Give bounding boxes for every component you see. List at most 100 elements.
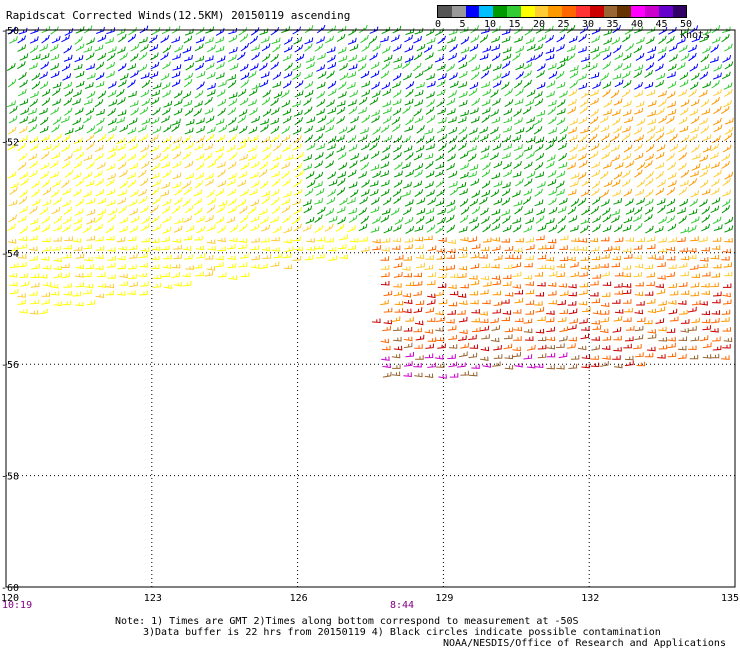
- wind-barb-icon: [152, 196, 161, 205]
- wind-barb-icon: [690, 190, 699, 198]
- wind-barb-icon: [568, 363, 578, 369]
- wind-barb-icon: [504, 354, 514, 360]
- wind-barb-icon: [316, 125, 325, 133]
- wind-barb-icon: [108, 99, 118, 107]
- wind-barb-icon: [394, 300, 404, 306]
- wind-barb-icon: [612, 299, 621, 304]
- wind-barb-icon: [107, 117, 117, 126]
- wind-speed-legend: 0 5 10 15 20 25 30 35 40 45 50 knots: [435, 5, 710, 41]
- wind-barb-icon: [6, 223, 16, 232]
- wind-barb-icon: [448, 181, 458, 188]
- wind-barb-icon: [139, 252, 148, 259]
- wind-barb-icon: [173, 108, 183, 116]
- wind-barb-icon: [437, 343, 446, 349]
- wind-barb-icon: [701, 271, 711, 277]
- wind-barb-icon: [492, 80, 502, 88]
- wind-barb-icon: [159, 153, 169, 162]
- wind-barb-icon: [522, 196, 532, 205]
- wind-barb-icon: [647, 329, 657, 334]
- wind-barb-icon: [17, 254, 27, 259]
- wind-barb-icon: [29, 136, 39, 144]
- wind-barb-icon: [569, 225, 579, 232]
- wind-barb-icon: [556, 170, 566, 179]
- wind-barb-icon: [325, 160, 334, 169]
- wind-barb-icon: [217, 237, 226, 243]
- wind-barb-icon: [590, 280, 599, 286]
- wind-barb-icon: [150, 134, 159, 143]
- wind-barb-icon: [546, 326, 555, 333]
- wind-barb-icon: [436, 248, 446, 253]
- wind-barb-icon: [470, 223, 480, 232]
- wind-barb-icon: [658, 336, 668, 342]
- wind-barb-icon: [470, 25, 479, 34]
- wind-barb-icon: [536, 208, 546, 216]
- wind-barb-icon: [151, 162, 160, 171]
- wind-barb-icon: [185, 265, 194, 270]
- wind-barb-icon: [622, 283, 632, 288]
- wind-barb-icon: [435, 162, 445, 170]
- wind-barb-icon: [141, 216, 151, 225]
- wind-barb-icon: [173, 254, 182, 260]
- wind-barb-icon: [679, 179, 689, 187]
- wind-barb-icon: [447, 36, 456, 44]
- wind-barb-icon: [547, 106, 557, 116]
- wind-barb-icon: [668, 44, 678, 52]
- wind-barb-icon: [513, 326, 523, 332]
- wind-barb-icon: [678, 336, 688, 342]
- wind-barb-icon: [118, 79, 127, 88]
- wind-barb-icon: [633, 45, 643, 54]
- wind-barb-icon: [491, 208, 501, 216]
- wind-barb-icon: [711, 272, 721, 278]
- wind-barb-icon: [29, 160, 38, 169]
- wind-barb-icon: [515, 127, 525, 135]
- wind-barb-icon: [579, 282, 589, 288]
- wind-barb-icon: [446, 63, 455, 72]
- wind-barb-icon: [83, 98, 93, 105]
- wind-barb-icon: [95, 293, 105, 298]
- wind-barb-icon: [194, 180, 204, 189]
- wind-barb-icon: [523, 354, 533, 360]
- wind-barb-icon: [647, 110, 657, 117]
- wind-barb-icon: [346, 82, 356, 90]
- wind-barb-icon: [405, 316, 414, 322]
- wind-barb-icon: [700, 257, 709, 262]
- wind-barb-icon: [62, 199, 71, 207]
- wind-barb-icon: [161, 82, 171, 90]
- wind-barb-icon: [470, 299, 479, 305]
- wind-barb-icon: [512, 217, 522, 224]
- wind-barb-icon: [261, 224, 271, 232]
- wind-barb-icon: [369, 52, 378, 61]
- wind-barb-icon: [635, 352, 644, 358]
- wind-barb-icon: [30, 143, 39, 151]
- wind-barb-icon: [470, 35, 480, 43]
- wind-barb-icon: [360, 246, 370, 252]
- wind-barb-icon: [40, 53, 50, 61]
- wind-barb-icon: [368, 35, 378, 45]
- wind-barb-icon: [537, 281, 546, 287]
- wind-barb-icon: [162, 170, 172, 179]
- wind-barb-icon: [97, 133, 107, 142]
- latitude-label: -52: [1, 137, 19, 148]
- wind-barb-icon: [117, 97, 126, 106]
- wind-barb-icon: [513, 200, 523, 207]
- wind-barb-icon: [712, 298, 721, 304]
- wind-barb-icon: [459, 300, 468, 306]
- wind-barb-icon: [207, 83, 216, 90]
- wind-barb-icon: [458, 142, 467, 151]
- wind-barb-icon: [448, 301, 458, 307]
- wind-barb-icon: [196, 126, 205, 134]
- wind-barb-icon: [546, 344, 556, 350]
- wind-barb-icon: [370, 197, 380, 205]
- wind-barb-icon: [117, 63, 127, 72]
- wind-barb-icon: [680, 134, 690, 143]
- wind-barb-icon: [218, 200, 228, 207]
- wind-barb-icon: [424, 52, 434, 61]
- wind-barb-icon: [359, 236, 368, 242]
- wind-barb-icon: [195, 55, 205, 63]
- wind-barb-icon: [634, 90, 644, 98]
- wind-barb-icon: [501, 152, 511, 160]
- wind-barb-icon: [19, 98, 29, 106]
- wind-barb-icon: [581, 363, 590, 369]
- wind-barb-icon: [360, 127, 369, 135]
